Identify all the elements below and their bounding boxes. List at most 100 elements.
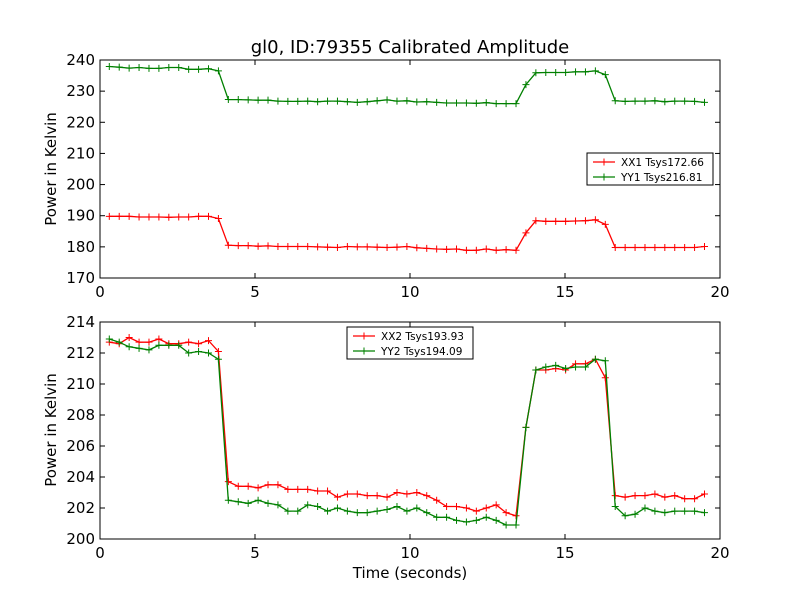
data-point-marker bbox=[234, 482, 242, 490]
data-point-marker bbox=[423, 509, 431, 517]
legend-marker bbox=[360, 332, 368, 340]
data-point-marker bbox=[403, 97, 411, 105]
data-point-marker bbox=[581, 68, 589, 76]
data-point-marker bbox=[324, 487, 332, 495]
legend-box bbox=[346, 326, 474, 360]
data-point-marker bbox=[324, 97, 332, 105]
data-point-marker bbox=[482, 99, 490, 107]
data-point-marker bbox=[631, 510, 639, 518]
data-point-marker bbox=[681, 507, 689, 515]
y-tick-label: 204 bbox=[66, 468, 95, 486]
bottom-axes-frame bbox=[99, 321, 721, 540]
data-point-marker bbox=[304, 97, 312, 105]
data-point-marker bbox=[393, 243, 401, 251]
data-point-marker bbox=[363, 492, 371, 500]
data-point-marker bbox=[274, 481, 282, 489]
data-point-marker bbox=[135, 213, 143, 221]
bottom-y-axis-label: Power in Kelvin bbox=[42, 373, 60, 487]
data-point-marker bbox=[185, 338, 193, 346]
legend-item: XX2 Tsys193.93 bbox=[353, 331, 464, 343]
data-point-marker bbox=[333, 97, 341, 105]
data-point-marker bbox=[472, 246, 480, 254]
bottom-x-axis-label: Time (seconds) bbox=[352, 564, 468, 582]
data-point-marker bbox=[681, 97, 689, 105]
data-point-marker bbox=[701, 98, 708, 106]
data-point-marker bbox=[155, 64, 163, 72]
data-point-marker bbox=[601, 71, 609, 79]
data-point-marker bbox=[433, 496, 441, 504]
data-point-marker bbox=[284, 485, 292, 493]
data-point-marker bbox=[333, 493, 341, 501]
data-point-marker bbox=[254, 496, 262, 504]
data-point-marker bbox=[552, 361, 560, 369]
data-point-marker bbox=[631, 97, 639, 105]
data-point-marker bbox=[562, 365, 570, 372]
data-point-marker bbox=[343, 98, 351, 106]
legend-label: XX2 Tsys193.93 bbox=[381, 331, 464, 343]
data-point-marker bbox=[671, 243, 679, 251]
data-point-marker bbox=[701, 509, 708, 517]
data-point-marker bbox=[155, 335, 163, 343]
legend-label: XX1 Tsys172.66 bbox=[621, 157, 704, 169]
data-point-marker bbox=[264, 499, 272, 507]
data-point-marker bbox=[671, 507, 679, 515]
data-point-marker bbox=[502, 246, 510, 254]
data-point-marker bbox=[433, 513, 441, 521]
data-point-marker bbox=[353, 243, 361, 251]
data-point-marker bbox=[611, 502, 619, 510]
data-point-marker bbox=[224, 478, 232, 486]
bottom-legend: XX2 Tsys193.93 YY2 Tsys194.09 bbox=[346, 326, 474, 360]
data-point-marker bbox=[214, 215, 222, 223]
y-tick-label: 240 bbox=[66, 51, 95, 69]
data-point-marker bbox=[413, 98, 421, 106]
data-point-marker bbox=[244, 96, 252, 104]
data-point-marker bbox=[492, 501, 500, 509]
data-point-marker bbox=[353, 509, 361, 517]
data-point-marker bbox=[185, 213, 193, 221]
data-point-marker bbox=[294, 485, 302, 493]
series-2 bbox=[105, 335, 708, 529]
y-tick-label: 210 bbox=[66, 375, 95, 393]
data-point-marker bbox=[482, 504, 490, 512]
data-point-marker bbox=[691, 97, 699, 105]
data-point-marker bbox=[512, 512, 520, 520]
data-point-marker bbox=[145, 338, 153, 346]
data-point-marker bbox=[294, 243, 302, 251]
data-point-marker bbox=[324, 507, 332, 515]
data-point-marker bbox=[651, 490, 659, 498]
data-point-marker bbox=[294, 97, 302, 105]
data-point-marker bbox=[423, 98, 431, 106]
data-point-marker bbox=[661, 509, 669, 517]
data-point-marker bbox=[641, 492, 649, 500]
data-point-marker bbox=[264, 96, 272, 104]
data-point-marker bbox=[363, 509, 371, 517]
data-point-marker bbox=[532, 69, 540, 77]
data-point-marker bbox=[304, 485, 312, 493]
data-point-marker bbox=[373, 492, 381, 500]
y-tick-label: 170 bbox=[66, 269, 95, 287]
data-point-marker bbox=[363, 98, 371, 106]
x-tick-label: 10 bbox=[400, 544, 419, 562]
data-point-marker bbox=[502, 100, 510, 108]
data-point-marker bbox=[234, 96, 242, 104]
data-point-marker bbox=[601, 374, 609, 382]
data-point-marker bbox=[423, 244, 431, 252]
data-point-marker bbox=[453, 502, 460, 510]
data-point-marker bbox=[214, 347, 222, 355]
legend-label: YY2 Tsys194.09 bbox=[380, 346, 462, 358]
data-point-marker bbox=[145, 346, 153, 354]
data-point-marker bbox=[195, 347, 203, 355]
data-point-marker bbox=[621, 97, 629, 105]
data-point-marker bbox=[195, 340, 203, 348]
data-point-marker bbox=[661, 98, 669, 106]
series-2 bbox=[105, 63, 708, 108]
data-point-marker bbox=[512, 246, 520, 254]
data-point-marker bbox=[224, 96, 232, 104]
top-plot-area bbox=[105, 63, 708, 254]
data-point-marker bbox=[105, 335, 113, 343]
data-point-marker bbox=[701, 243, 708, 251]
data-point-marker bbox=[413, 489, 421, 496]
data-point-marker bbox=[264, 242, 272, 250]
data-point-marker bbox=[314, 98, 322, 106]
y-tick-label: 210 bbox=[66, 144, 95, 162]
